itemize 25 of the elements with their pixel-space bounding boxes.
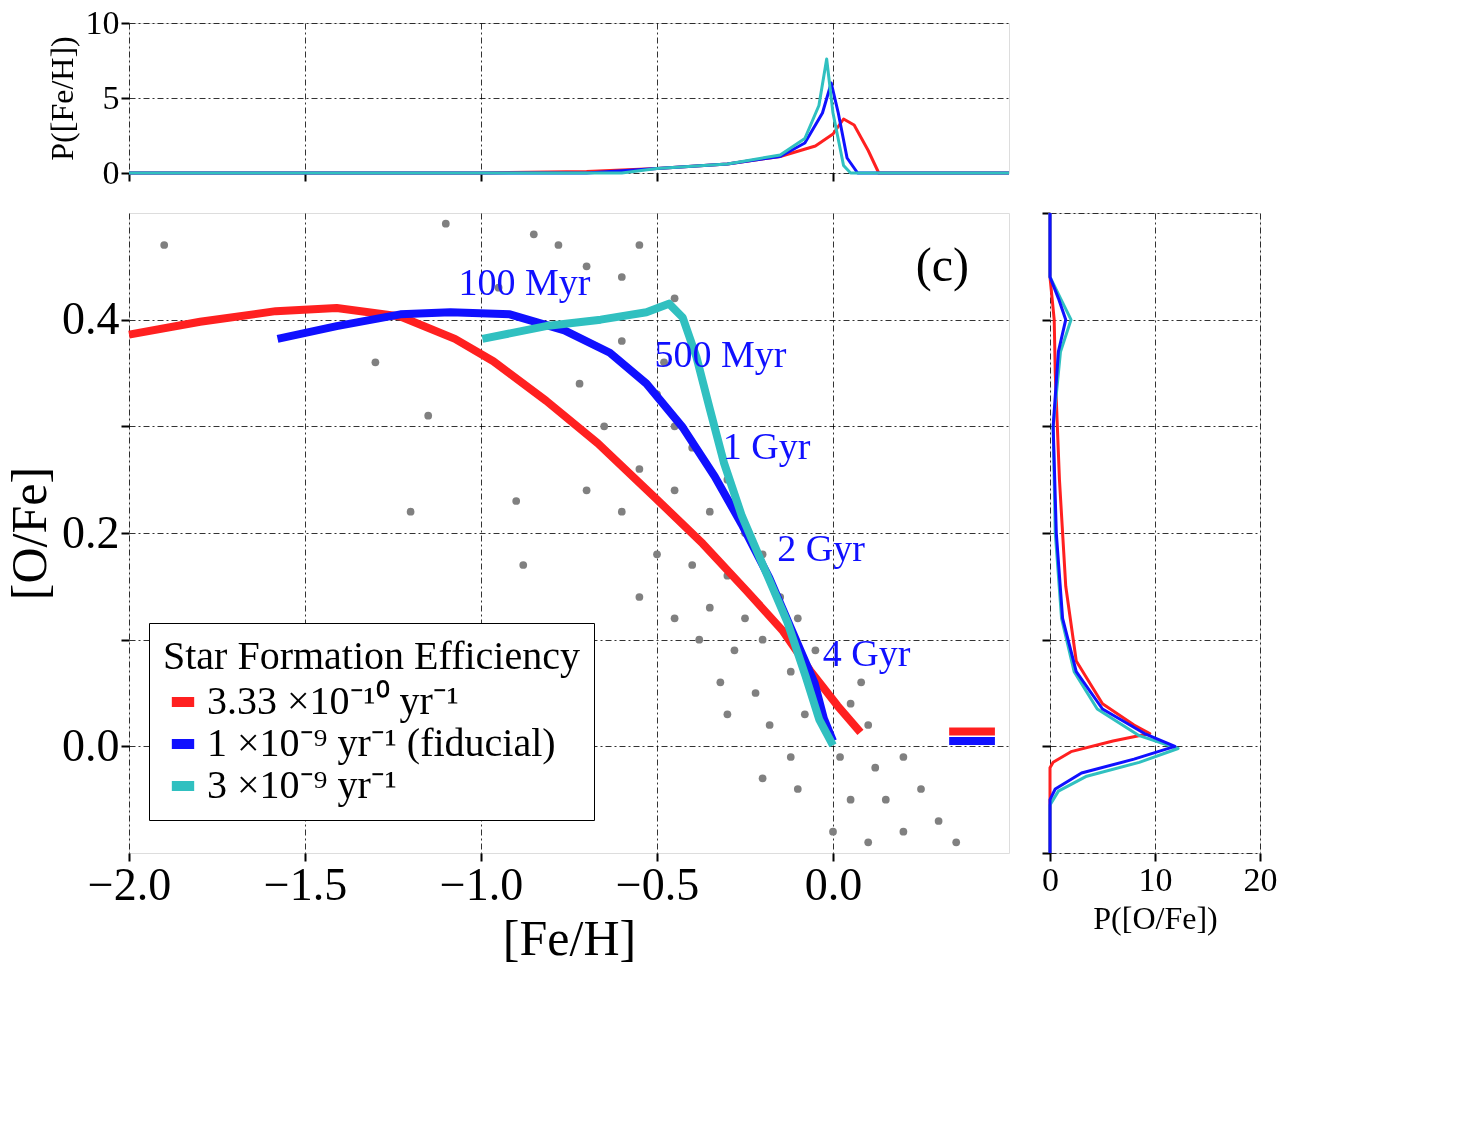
annotation: (c) <box>915 238 969 292</box>
x-tick-label: 0.0 <box>804 858 863 910</box>
y-tick-label: 10 <box>85 3 120 41</box>
y-axis-title: [O/Fe] <box>1 466 57 601</box>
annotation: 4 Gyr <box>822 632 911 675</box>
x-axis-title: [Fe/H] <box>502 909 637 966</box>
x-tick-label: 20 <box>1243 860 1278 898</box>
x-tick-label: −0.5 <box>615 858 700 910</box>
x-axis-title: P([O/Fe]) <box>1093 899 1218 936</box>
y-tick-label: 0.4 <box>62 293 120 345</box>
legend-title: Star Formation Efficiency <box>163 633 580 678</box>
y-tick-label: 0.2 <box>62 506 120 558</box>
x-tick-label: −1.5 <box>263 858 348 910</box>
x-tick-label: 0 <box>1042 860 1059 898</box>
annotation: 100 Myr <box>458 261 591 304</box>
y-tick-label: 0 <box>102 153 120 191</box>
legend-label: 3.33 ×10⁻¹⁰ yr⁻¹ <box>207 678 459 723</box>
x-tick-label: −1.0 <box>439 858 524 910</box>
y-tick-label: 5 <box>102 78 120 116</box>
y-tick-label: 0.0 <box>62 719 120 771</box>
annotation: 2 Gyr <box>777 526 866 569</box>
x-tick-label: −2.0 <box>87 858 172 910</box>
y-axis-title: P([Fe/H]) <box>43 36 80 161</box>
annotation: 1 Gyr <box>722 425 811 468</box>
x-tick-label: 10 <box>1138 860 1173 898</box>
